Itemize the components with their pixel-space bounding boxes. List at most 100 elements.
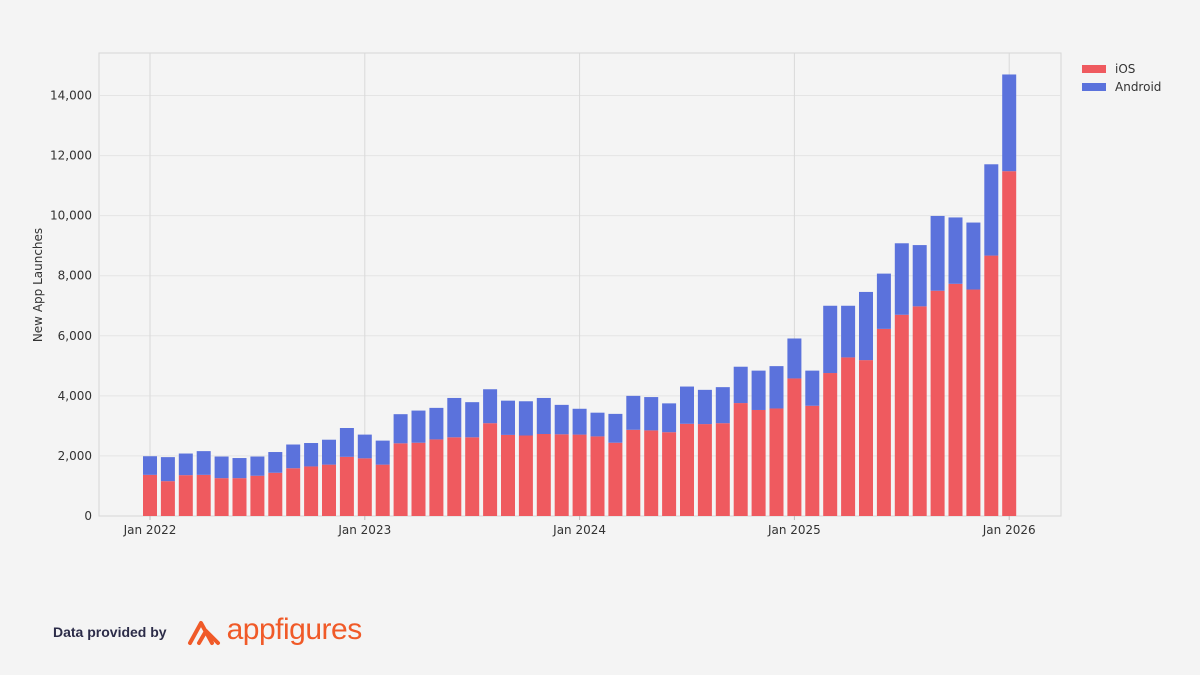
bar-ios-2024-08: [697, 424, 712, 516]
y-tick-label: 14,000: [50, 89, 92, 103]
bar-ios-2025-06: [876, 328, 891, 516]
data-provided-by-label: Data provided by: [53, 624, 167, 640]
bar-ios-2024-06: [662, 432, 677, 516]
bar-android-2025-07: [894, 243, 909, 315]
bar-ios-2023-01: [357, 458, 372, 516]
y-axis-title: New App Launches: [31, 228, 45, 342]
y-tick-label: 2,000: [58, 449, 92, 463]
bar-android-2023-02: [375, 440, 390, 465]
bar-android-2025-04: [841, 305, 856, 358]
bar-android-2026-01: [1002, 74, 1017, 172]
y-tick-label: 0: [84, 509, 92, 523]
bar-ios-2022-01: [143, 474, 157, 516]
bar-ios-2023-04: [411, 442, 426, 516]
bar-android-2023-06: [447, 397, 462, 438]
bar-ios-2025-08: [912, 306, 927, 516]
y-tick-label: 12,000: [50, 149, 92, 163]
bar-android-2024-08: [697, 389, 712, 425]
bar-ios-2023-08: [483, 423, 498, 516]
bar-ios-2022-10: [304, 466, 319, 516]
legend-swatch-ios: [1082, 65, 1106, 73]
bar-ios-2025-10: [948, 283, 963, 516]
bar-android-2024-09: [715, 387, 730, 424]
bar-ios-2025-11: [966, 289, 981, 516]
bar-ios-2022-06: [232, 478, 247, 516]
bar-android-2024-11: [751, 370, 766, 410]
bar-ios-2024-02: [590, 436, 605, 516]
bar-android-2023-03: [393, 414, 408, 444]
y-tick-label: 8,000: [58, 269, 92, 283]
bar-android-2024-03: [608, 413, 623, 443]
bar-android-2023-12: [554, 404, 569, 435]
bar-android-2022-09: [286, 444, 301, 469]
bar-android-2025-09: [930, 215, 945, 291]
bar-ios-2024-10: [733, 403, 748, 516]
bar-ios-2023-09: [501, 434, 515, 516]
legend-swatch-android: [1082, 83, 1106, 91]
bar-ios-2023-10: [518, 435, 533, 516]
bar-android-2022-10: [304, 443, 319, 467]
bar-android-2025-08: [912, 245, 927, 307]
bar-ios-2022-12: [339, 456, 354, 516]
bar-android-2023-10: [518, 401, 533, 436]
bar-android-2022-12: [339, 427, 354, 457]
bar-android-2022-06: [232, 458, 247, 479]
bar-ios-2024-07: [680, 423, 694, 516]
bar-android-2024-04: [626, 395, 641, 430]
bar-android-2022-01: [143, 456, 157, 475]
bar-android-2025-02: [805, 370, 820, 406]
bar-ios-2022-08: [268, 472, 283, 516]
x-tick-label: Jan 2026: [982, 523, 1036, 537]
bar-ios-2024-11: [751, 409, 766, 516]
x-tick-label: Jan 2022: [123, 523, 177, 537]
bar-ios-2024-03: [608, 442, 623, 516]
bar-android-2022-11: [322, 439, 336, 465]
bar-ios-2023-03: [393, 443, 408, 516]
footer: Data provided by appfigures: [53, 613, 363, 647]
bar-ios-2025-07: [894, 314, 909, 516]
bar-android-2022-04: [196, 451, 211, 475]
bar-android-2022-07: [250, 456, 265, 476]
bar-ios-2025-02: [805, 405, 820, 516]
appfigures-logo-icon: [187, 621, 220, 645]
bar-ios-2024-12: [769, 408, 784, 516]
bar-android-2024-12: [769, 366, 784, 409]
bar-android-2022-02: [160, 457, 175, 482]
bar-android-2024-06: [662, 403, 677, 433]
bar-ios-2022-11: [322, 464, 336, 516]
bar-ios-2022-07: [250, 475, 265, 516]
brand-logo: appfigures: [187, 613, 363, 647]
bar-android-2022-08: [268, 452, 283, 473]
bar-ios-2023-07: [465, 437, 480, 516]
bar-android-2024-02: [590, 412, 605, 437]
bar-ios-2022-04: [196, 474, 211, 516]
bar-android-2025-06: [876, 273, 891, 329]
bar-ios-2023-02: [375, 464, 390, 516]
bar-android-2023-07: [465, 402, 480, 438]
bar-ios-2022-03: [178, 475, 193, 516]
bar-android-2023-08: [483, 389, 498, 424]
bars: [143, 74, 1017, 516]
bar-android-2024-05: [644, 397, 659, 431]
bar-ios-2023-11: [536, 434, 551, 516]
bar-android-2024-01: [572, 408, 587, 435]
bar-android-2025-11: [966, 222, 981, 290]
bar-android-2024-10: [733, 366, 748, 404]
bar-android-2025-10: [948, 217, 963, 284]
bar-ios-2022-05: [214, 478, 229, 516]
x-tick-label: Jan 2023: [337, 523, 391, 537]
bar-ios-2022-09: [286, 468, 301, 516]
x-tick-label: Jan 2025: [767, 523, 821, 537]
bar-ios-2023-12: [554, 434, 569, 516]
bar-ios-2024-05: [644, 430, 659, 516]
brand-name: appfigures: [226, 613, 363, 646]
bar-ios-2023-06: [447, 437, 462, 516]
bar-ios-2024-01: [572, 434, 587, 516]
bar-ios-2025-12: [984, 255, 999, 516]
legend-label-android: Android: [1115, 80, 1161, 94]
bar-ios-2025-09: [930, 290, 945, 516]
bar-android-2025-12: [984, 164, 999, 256]
bar-android-2022-03: [178, 453, 193, 476]
bar-ios-2025-03: [823, 373, 838, 516]
